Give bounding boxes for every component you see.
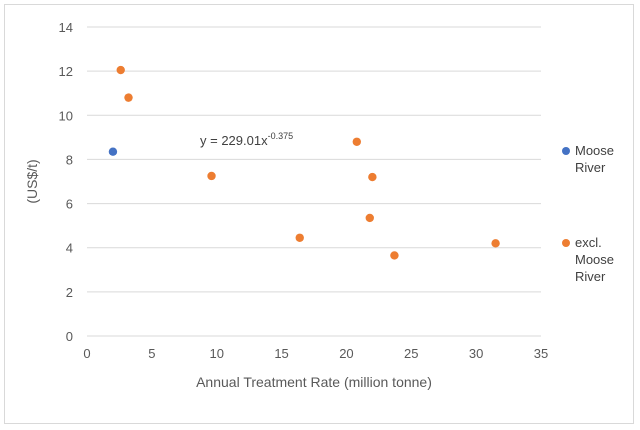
x-tick-label: 5: [148, 346, 155, 361]
y-tick-label: 0: [66, 329, 73, 344]
x-axis-label: Annual Treatment Rate (million tonne): [196, 374, 432, 390]
y-tick-label: 2: [66, 285, 73, 300]
y-axis-ticks: 0 2 4 6 8 10 12 14: [59, 20, 73, 344]
y-tick-label: 4: [66, 241, 73, 256]
legend-label: River: [575, 269, 606, 284]
y-tick-label: 6: [66, 197, 73, 212]
point-excl-moose-river: [491, 239, 500, 248]
legend-label: Moose: [575, 143, 614, 158]
point-moose-river: [108, 147, 118, 156]
point-excl-moose-river: [116, 65, 125, 75]
point-excl-moose-river: [124, 93, 133, 102]
y-tick-label: 12: [59, 64, 73, 79]
legend: Moose River excl. Moose River: [562, 143, 614, 284]
x-tick-label: 25: [404, 346, 418, 361]
point-excl-moose-river: [390, 251, 399, 260]
gridlines: [87, 26, 541, 293]
x-tick-label: 10: [209, 346, 223, 361]
point-excl-moose-river: [207, 171, 216, 181]
x-tick-label: 35: [534, 346, 548, 361]
y-axis-label: (US$/t): [24, 159, 40, 203]
data-points: [108, 65, 500, 260]
point-excl-moose-river: [368, 172, 377, 182]
point-excl-moose-river: [295, 233, 304, 242]
point-excl-moose-river: [352, 137, 362, 146]
x-tick-label: 15: [274, 346, 288, 361]
x-tick-label: 0: [83, 346, 90, 361]
trendline-equation-exponent: -0.375: [268, 131, 294, 141]
point-excl-moose-river: [365, 213, 374, 223]
legend-marker: [562, 239, 570, 247]
x-tick-label: 30: [469, 346, 483, 361]
y-tick-label: 14: [59, 20, 73, 35]
trendline-equation-base: y = 229.01x: [200, 133, 268, 148]
y-tick-label: 8: [66, 152, 73, 167]
legend-label: Moose: [575, 252, 614, 267]
legend-label: River: [575, 160, 606, 175]
trendline-equation: y = 229.01x-0.375: [200, 131, 293, 148]
x-tick-label: 20: [339, 346, 353, 361]
legend-marker: [562, 147, 570, 155]
x-axis-ticks: 0 5 10 15 20 25 30 35: [83, 346, 548, 361]
legend-label: excl.: [575, 235, 602, 250]
chart-frame: [4, 4, 634, 424]
y-tick-label: 10: [59, 108, 73, 123]
